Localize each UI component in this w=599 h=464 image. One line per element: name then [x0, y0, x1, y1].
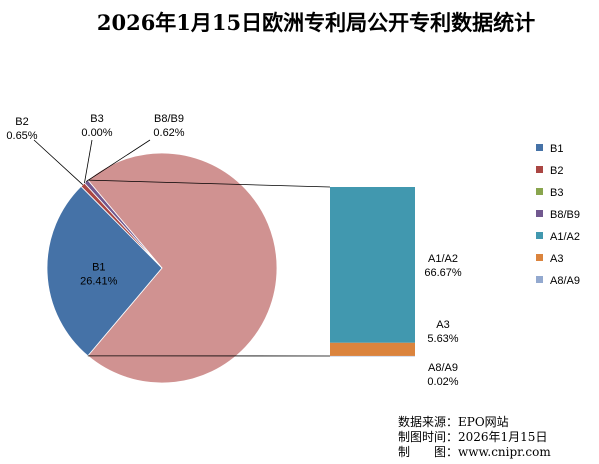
source-line-3: 制 图：www.cnipr.com: [398, 445, 551, 459]
legend-swatch-a3: [536, 254, 543, 261]
label-a3-name: A3: [436, 319, 449, 331]
bar-segment-a1-a2: [330, 187, 415, 343]
legend-swatch-b8-b9: [536, 210, 543, 217]
legend-swatch-b1: [536, 144, 543, 151]
legend-label-a3: A3: [550, 253, 563, 265]
label-b1-name: B1: [92, 262, 105, 274]
legend-label-b1: B1: [550, 143, 563, 155]
label-b1-value: 26.41%: [80, 276, 118, 288]
label-a8-a9-name: A8/A9: [428, 362, 458, 374]
legend-label-b2: B2: [550, 165, 563, 177]
legend: B1 B2 B3 B8/B9 A1/A2 A3 A8/A9: [536, 143, 580, 287]
legend-label-a1-a2: A1/A2: [550, 231, 580, 243]
label-a1-a2-name: A1/A2: [428, 253, 458, 265]
legend-swatch-b2: [536, 166, 543, 173]
legend-label-b8-b9: B8/B9: [550, 209, 580, 221]
leader-line-b2: [34, 140, 83, 185]
legend-label-a8-a9: A8/A9: [550, 275, 580, 287]
legend-swatch-b3: [536, 188, 543, 195]
label-a1-a2-value: 66.67%: [424, 267, 462, 279]
label-a8-a9-value: 0.02%: [427, 376, 458, 388]
label-b8-b9-value: 0.62%: [153, 127, 184, 139]
source-line-1: 数据来源：EPO网站: [398, 414, 509, 429]
leader-line-b3: [84, 140, 92, 183]
label-b2-value: 0.65%: [6, 130, 37, 142]
legend-label-b3: B3: [550, 187, 563, 199]
label-b3-value: 0.00%: [81, 127, 112, 139]
legend-swatch-a1-a2: [536, 232, 543, 239]
bar-segment-a3: [330, 343, 415, 356]
label-b2-name: B2: [15, 116, 28, 128]
label-a3-value: 5.63%: [427, 333, 458, 345]
pie-group: [47, 153, 277, 383]
label-b8-b9-name: B8/B9: [154, 113, 184, 125]
legend-swatch-a8-a9: [536, 276, 543, 283]
stacked-bar-group: [330, 187, 415, 356]
source-line-2: 制图时间：2026年1月15日: [398, 430, 547, 444]
label-b3-name: B3: [90, 113, 103, 125]
chart-title: 2026年1月15日欧洲专利局公开专利数据统计: [97, 10, 535, 35]
